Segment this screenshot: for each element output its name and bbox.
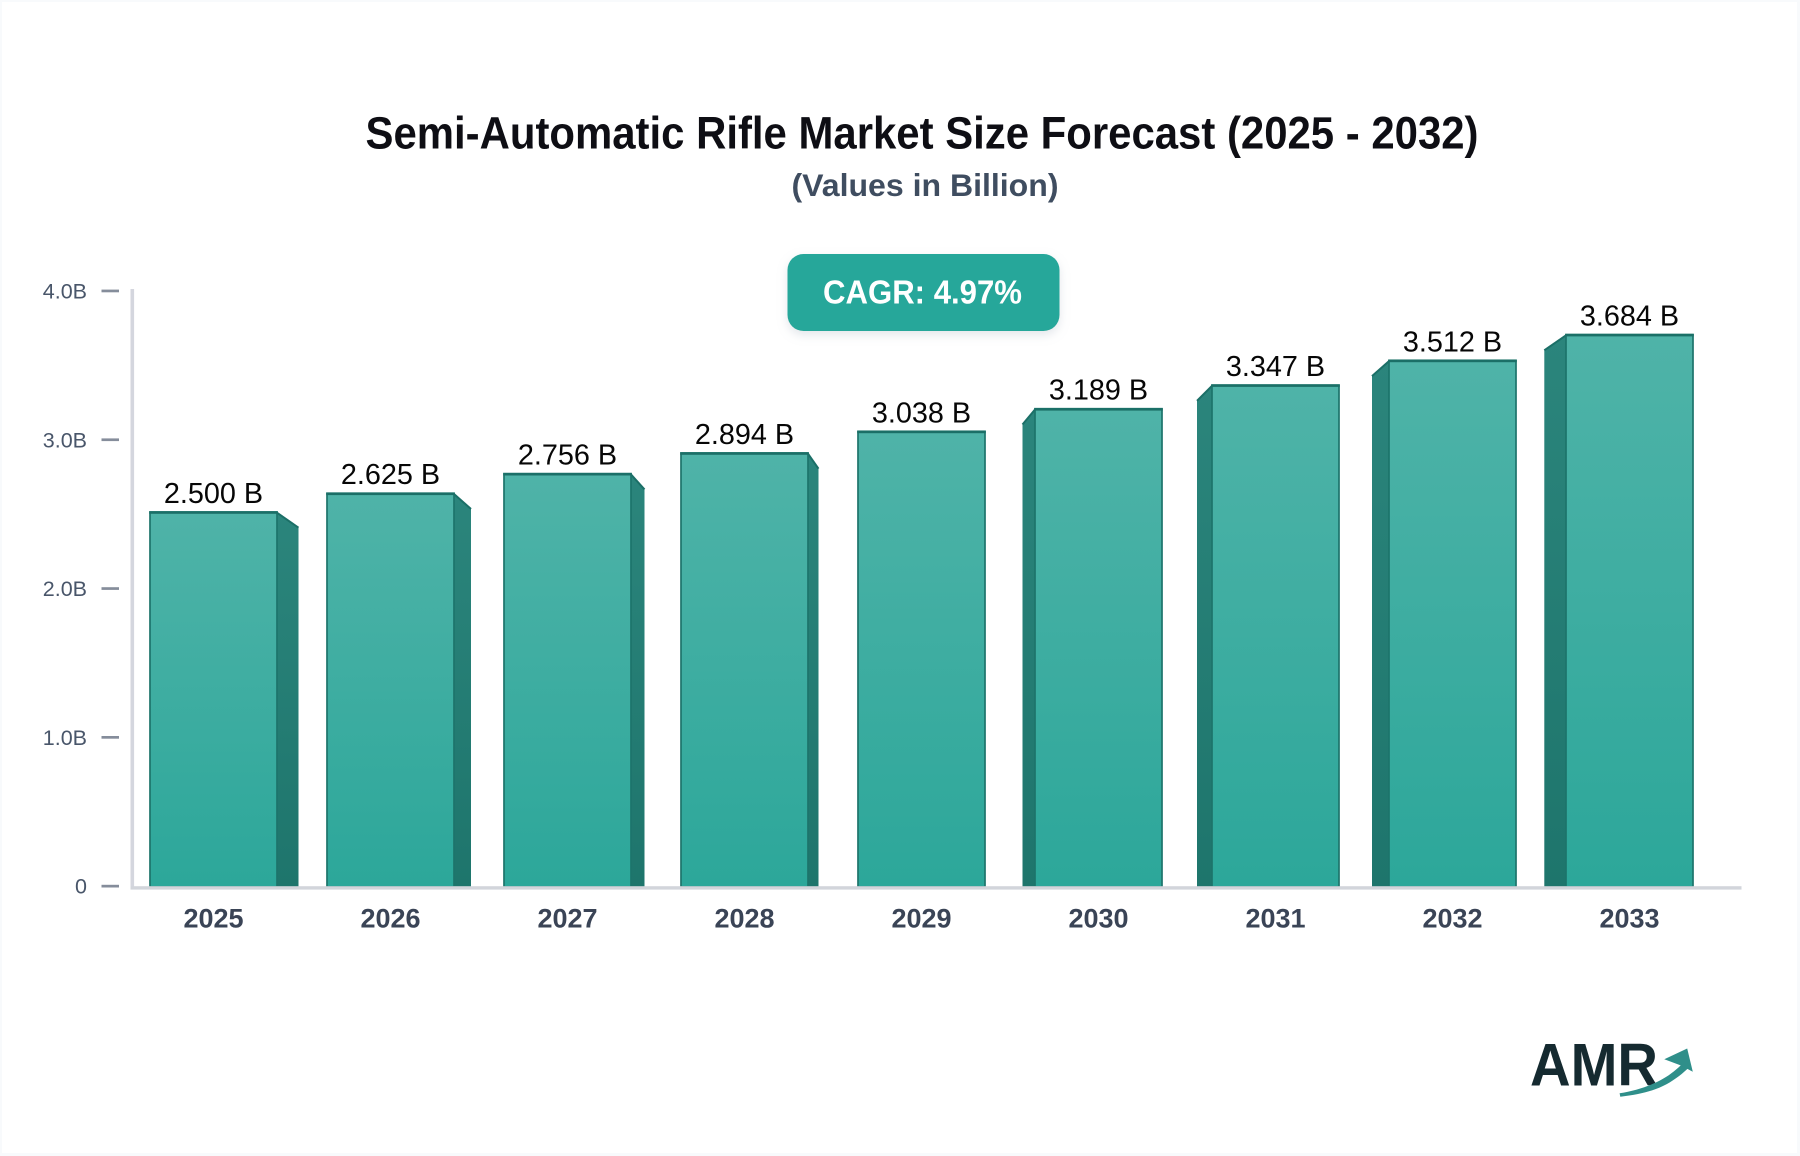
svg-text:2.500 B: 2.500 B bbox=[164, 478, 263, 510]
svg-text:3.189 B: 3.189 B bbox=[1049, 375, 1148, 407]
svg-text:2029: 2029 bbox=[891, 903, 951, 933]
svg-text:3.512 B: 3.512 B bbox=[1403, 326, 1502, 358]
svg-text:2027: 2027 bbox=[537, 903, 597, 933]
svg-text:2.625 B: 2.625 B bbox=[341, 459, 440, 491]
svg-text:2030: 2030 bbox=[1068, 903, 1128, 933]
svg-text:4.0B: 4.0B bbox=[43, 280, 87, 304]
svg-text:AMR: AMR bbox=[1530, 1031, 1658, 1099]
svg-text:2025: 2025 bbox=[183, 903, 243, 933]
svg-text:3.038 B: 3.038 B bbox=[872, 397, 971, 429]
svg-text:2.756 B: 2.756 B bbox=[518, 440, 617, 472]
svg-text:2028: 2028 bbox=[714, 903, 774, 933]
svg-text:0: 0 bbox=[75, 875, 87, 899]
svg-text:3.684 B: 3.684 B bbox=[1580, 301, 1679, 333]
svg-text:(Values in Billion): (Values in Billion) bbox=[792, 167, 1059, 203]
svg-text:2031: 2031 bbox=[1245, 903, 1305, 933]
svg-text:2026: 2026 bbox=[360, 903, 420, 933]
svg-text:3.347 B: 3.347 B bbox=[1226, 351, 1325, 383]
svg-text:2.894 B: 2.894 B bbox=[695, 419, 794, 451]
svg-text:3.0B: 3.0B bbox=[43, 428, 87, 452]
svg-text:2.0B: 2.0B bbox=[43, 577, 87, 601]
svg-text:CAGR: 4.97%: CAGR: 4.97% bbox=[823, 275, 1022, 312]
svg-text:Semi-Automatic Rifle Market Si: Semi-Automatic Rifle Market Size Forecas… bbox=[366, 108, 1479, 159]
svg-text:2032: 2032 bbox=[1422, 903, 1482, 933]
svg-text:2033: 2033 bbox=[1599, 903, 1659, 933]
svg-text:1.0B: 1.0B bbox=[43, 726, 87, 750]
